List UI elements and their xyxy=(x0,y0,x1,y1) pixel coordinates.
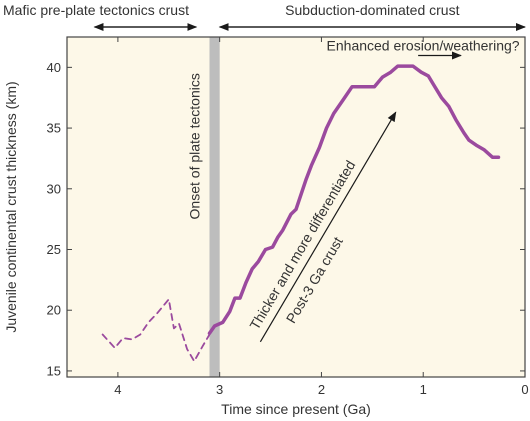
series-group xyxy=(101,64,501,363)
x-tick-label: 2 xyxy=(318,382,325,397)
series-line-dashed xyxy=(101,298,211,363)
erosion-annotation: Enhanced erosion/weathering? xyxy=(327,37,520,53)
y-tick-label: 20 xyxy=(47,303,61,318)
differentiation-arrow xyxy=(259,111,397,343)
plot-frame xyxy=(66,36,526,378)
series-line-solid xyxy=(207,64,501,336)
y-tick-label: 30 xyxy=(47,181,61,196)
region-label: Mafic pre-plate tectonics crust xyxy=(3,2,189,18)
y-tick-label: 35 xyxy=(47,121,61,136)
region-brackets: Mafic pre-plate tectonics crust Subductio… xyxy=(3,2,526,31)
x-tick-label: 4 xyxy=(114,382,121,397)
x-tick-label: 0 xyxy=(521,382,528,397)
onset-label: Onset of plate tectonics xyxy=(187,73,203,219)
onset-band xyxy=(209,37,220,377)
x-tick-label: 3 xyxy=(216,382,223,397)
y-tick-label: 40 xyxy=(47,60,61,75)
y-tick-label: 15 xyxy=(47,363,61,378)
x-tick-label: 1 xyxy=(420,382,427,397)
x-axis-label: Time since present (Ga) xyxy=(221,401,371,417)
y-tick-label: 25 xyxy=(47,242,61,257)
region-label: Subduction-dominated crust xyxy=(285,2,459,18)
y-axis-label: Juvenile continental crust thickness (km… xyxy=(3,81,19,332)
